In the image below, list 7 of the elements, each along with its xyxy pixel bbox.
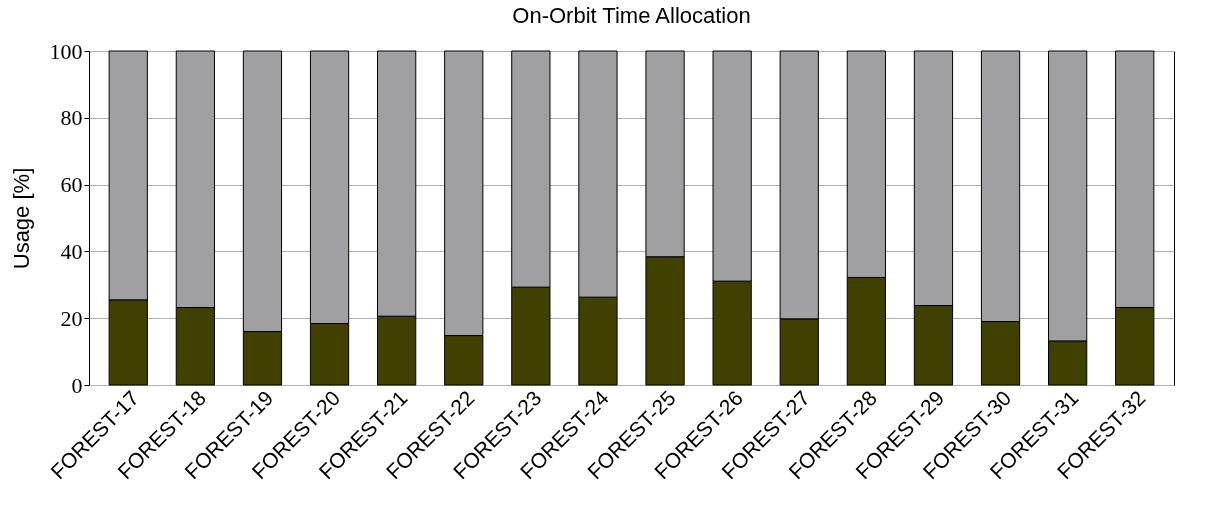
y-tick-label: 60	[60, 172, 83, 198]
y-tick-label: 20	[60, 305, 83, 331]
chart-title: On-Orbit Time Allocation	[512, 3, 751, 28]
y-tick-label: 40	[60, 238, 83, 264]
y-axis-title: Usage [%]	[8, 167, 34, 270]
y-tick-label: 100	[49, 38, 83, 64]
y-tick-label: 80	[60, 105, 83, 131]
